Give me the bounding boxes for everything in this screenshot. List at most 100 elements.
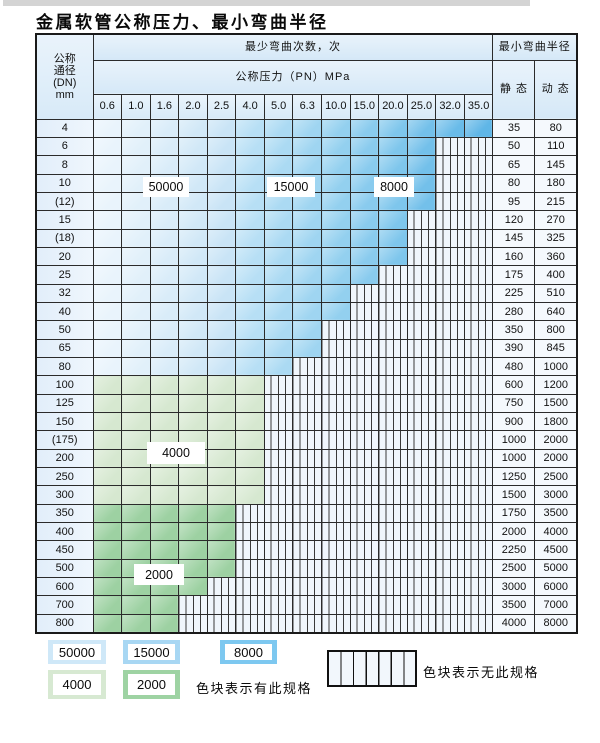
- spec-cell: [149, 613, 180, 634]
- no-spec-cell: [321, 393, 351, 414]
- dn-cell: 10: [35, 173, 94, 193]
- static-radius-cell: 80: [492, 173, 536, 193]
- static-radius-cell: 3500: [492, 595, 536, 615]
- spec-cell: [206, 522, 237, 542]
- no-spec-cell: [292, 485, 322, 505]
- no-spec-cell: [321, 558, 351, 579]
- spec-cell: [235, 283, 265, 303]
- no-spec-cell: [435, 265, 465, 285]
- dn-cell: 4: [35, 118, 94, 138]
- dynamic-header: 动 态: [534, 59, 578, 120]
- dynamic-radius-cell: 270: [534, 210, 578, 230]
- legend-no-spec-text: 色块表示无此规格: [423, 665, 540, 680]
- spec-cell: [235, 485, 265, 505]
- table-row: 50 350 800: [35, 320, 578, 340]
- dynamic-radius-cell: 110: [534, 136, 578, 157]
- dynamic-radius-cell: 325: [534, 228, 578, 248]
- no-spec-cell: [435, 155, 465, 175]
- spec-cell: [292, 283, 322, 303]
- no-spec-cell: [406, 375, 437, 395]
- table-row: 6 50 110: [35, 136, 578, 157]
- no-spec-cell: [435, 540, 465, 560]
- spec-cell: [92, 393, 123, 414]
- no-spec-cell: [463, 375, 494, 395]
- dn-cell: 200: [35, 448, 94, 469]
- dynamic-radius-cell: 215: [534, 191, 578, 212]
- spec-cell: [321, 173, 351, 193]
- label-4000: 4000: [147, 442, 205, 464]
- spec-cell: [321, 136, 351, 157]
- dynamic-radius-cell: 845: [534, 338, 578, 358]
- static-radius-cell: 280: [492, 301, 536, 322]
- spec-cell: [206, 155, 237, 175]
- no-spec-cell: [178, 595, 208, 615]
- table-row: 600 3000 6000: [35, 577, 578, 597]
- legend-swatch-label: 15000: [128, 644, 175, 660]
- no-spec-cell: [463, 467, 494, 487]
- spec-cell: [92, 540, 123, 560]
- no-spec-cell: [349, 320, 380, 340]
- no-spec-cell: [349, 467, 380, 487]
- table-row: 125 750 1500: [35, 393, 578, 414]
- pressure-column-header: 6.3: [292, 93, 322, 120]
- no-spec-cell: [349, 301, 380, 322]
- spec-cell: [121, 246, 151, 267]
- page-title: 金属软管公称压力、最小弯曲半径: [36, 13, 329, 33]
- no-spec-cell: [321, 577, 351, 597]
- dn-cell: 400: [35, 522, 94, 542]
- spec-cell: [178, 155, 208, 175]
- no-spec-cell: [463, 191, 494, 212]
- spec-cell: [321, 301, 351, 322]
- static-radius-cell: 1750: [492, 503, 536, 524]
- spec-cell: [178, 246, 208, 267]
- spec-cell: [235, 430, 265, 450]
- spec-cell: [92, 375, 123, 395]
- dynamic-radius-cell: 800: [534, 320, 578, 340]
- static-radius-cell: 480: [492, 356, 536, 377]
- spec-cell: [149, 411, 180, 432]
- no-spec-cell: [435, 522, 465, 542]
- no-spec-cell: [463, 265, 494, 285]
- spec-cell: [349, 246, 380, 267]
- no-spec-cell: [292, 577, 322, 597]
- static-radius-cell: 1000: [492, 448, 536, 469]
- spec-cell: [235, 448, 265, 469]
- dynamic-radius-cell: 80: [534, 118, 578, 138]
- no-spec-cell: [235, 577, 265, 597]
- table-row: 25 175 400: [35, 265, 578, 285]
- no-spec-cell: [349, 595, 380, 615]
- no-spec-cell: [292, 558, 322, 579]
- spec-cell: [178, 320, 208, 340]
- spec-cell: [149, 210, 180, 230]
- no-spec-cell: [463, 522, 494, 542]
- no-spec-cell: [263, 613, 294, 634]
- spec-cell: [149, 467, 180, 487]
- static-radius-cell: 1500: [492, 485, 536, 505]
- pressure-header: 公称压力（PN）MPa: [92, 59, 494, 95]
- static-radius-cell: 95: [492, 191, 536, 212]
- spec-cell: [178, 485, 208, 505]
- spec-cell: [92, 485, 123, 505]
- spec-cell: [149, 375, 180, 395]
- spec-cell: [149, 283, 180, 303]
- static-radius-cell: 225: [492, 283, 536, 303]
- spec-cell: [178, 375, 208, 395]
- spec-cell: [121, 320, 151, 340]
- no-spec-cell: [378, 522, 408, 542]
- no-spec-cell: [378, 393, 408, 414]
- no-spec-cell: [435, 577, 465, 597]
- dn-cell: 450: [35, 540, 94, 560]
- label-50000: 50000: [143, 177, 189, 197]
- spec-cell: [178, 301, 208, 322]
- dynamic-radius-cell: 1800: [534, 411, 578, 432]
- no-spec-cell: [292, 411, 322, 432]
- spec-cell: [178, 577, 208, 597]
- no-spec-cell: [349, 283, 380, 303]
- no-spec-cell: [321, 485, 351, 505]
- no-spec-cell: [406, 503, 437, 524]
- spec-cell: [263, 118, 294, 138]
- no-spec-cell: [463, 503, 494, 524]
- no-spec-cell: [263, 393, 294, 414]
- spec-table: 公称 通径 (DN) mm 最少弯曲次数，次 最小弯曲半径 公称压力（PN）MPa 静 态动 …: [35, 33, 578, 634]
- no-spec-cell: [378, 265, 408, 285]
